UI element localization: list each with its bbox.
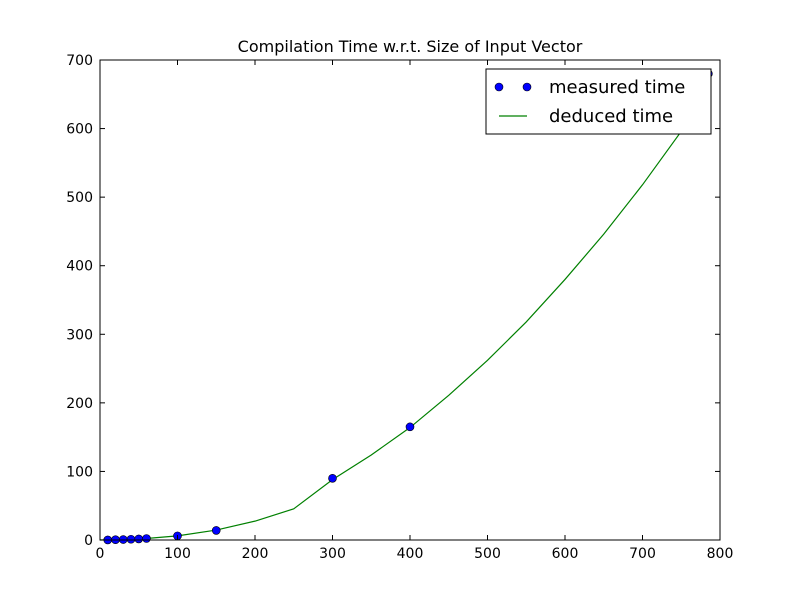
- legend-marker: [494, 82, 504, 92]
- data-point: [211, 526, 221, 535]
- y-tick-label: 600: [66, 122, 93, 138]
- x-tick-label: 100: [164, 546, 191, 562]
- legend: measured time deduced time: [485, 68, 712, 135]
- x-tick-label: 200: [242, 546, 269, 562]
- data-point: [142, 534, 151, 543]
- legend-label: measured time: [549, 77, 685, 98]
- y-tick-label: 200: [66, 396, 93, 412]
- data-point: [126, 534, 136, 544]
- data-point: [328, 473, 337, 483]
- x-tick-label: 800: [707, 546, 734, 562]
- plot-area: [99, 69, 713, 545]
- data-point: [405, 422, 415, 432]
- y-tick-label: 500: [66, 190, 93, 206]
- x-tick-label: 400: [397, 546, 424, 562]
- legend-box: [485, 68, 712, 135]
- y-tick-label: 400: [66, 259, 93, 275]
- x-tick-label: 300: [319, 546, 346, 562]
- chart-title: Compilation Time w.r.t. Size of Input Ve…: [238, 37, 583, 56]
- y-tick-label: 300: [66, 327, 93, 343]
- y-tick-label: 700: [66, 53, 93, 69]
- axes: 0 100 200 300 400 500 600 700 800 0 100 200 300 400 50…: [66, 53, 733, 562]
- legend-label: deduced time: [549, 106, 673, 127]
- x-tick-label: 500: [474, 546, 501, 562]
- x-tick-label: 0: [96, 546, 105, 562]
- legend-marker: [522, 82, 532, 92]
- y-tick-label: 0: [84, 533, 93, 549]
- x-tick-label: 700: [629, 546, 656, 562]
- series-line-deduced-time: [99, 73, 709, 541]
- x-tick-label: 600: [552, 546, 579, 562]
- y-tick-label: 100: [66, 464, 93, 480]
- data-point: [134, 534, 144, 544]
